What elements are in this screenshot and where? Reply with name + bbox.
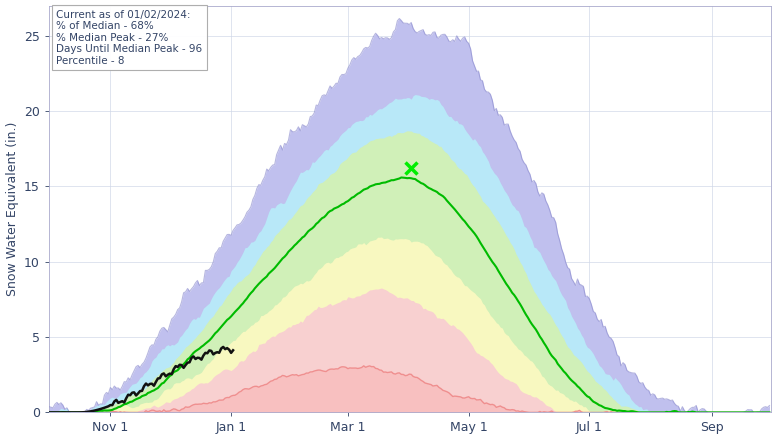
- Text: Current as of 01/02/2024:
% of Median - 68%
% Median Peak - 27%
Days Until Media: Current as of 01/02/2024: % of Median - …: [56, 10, 202, 66]
- Y-axis label: Snow Water Equivalent (in.): Snow Water Equivalent (in.): [5, 122, 19, 296]
